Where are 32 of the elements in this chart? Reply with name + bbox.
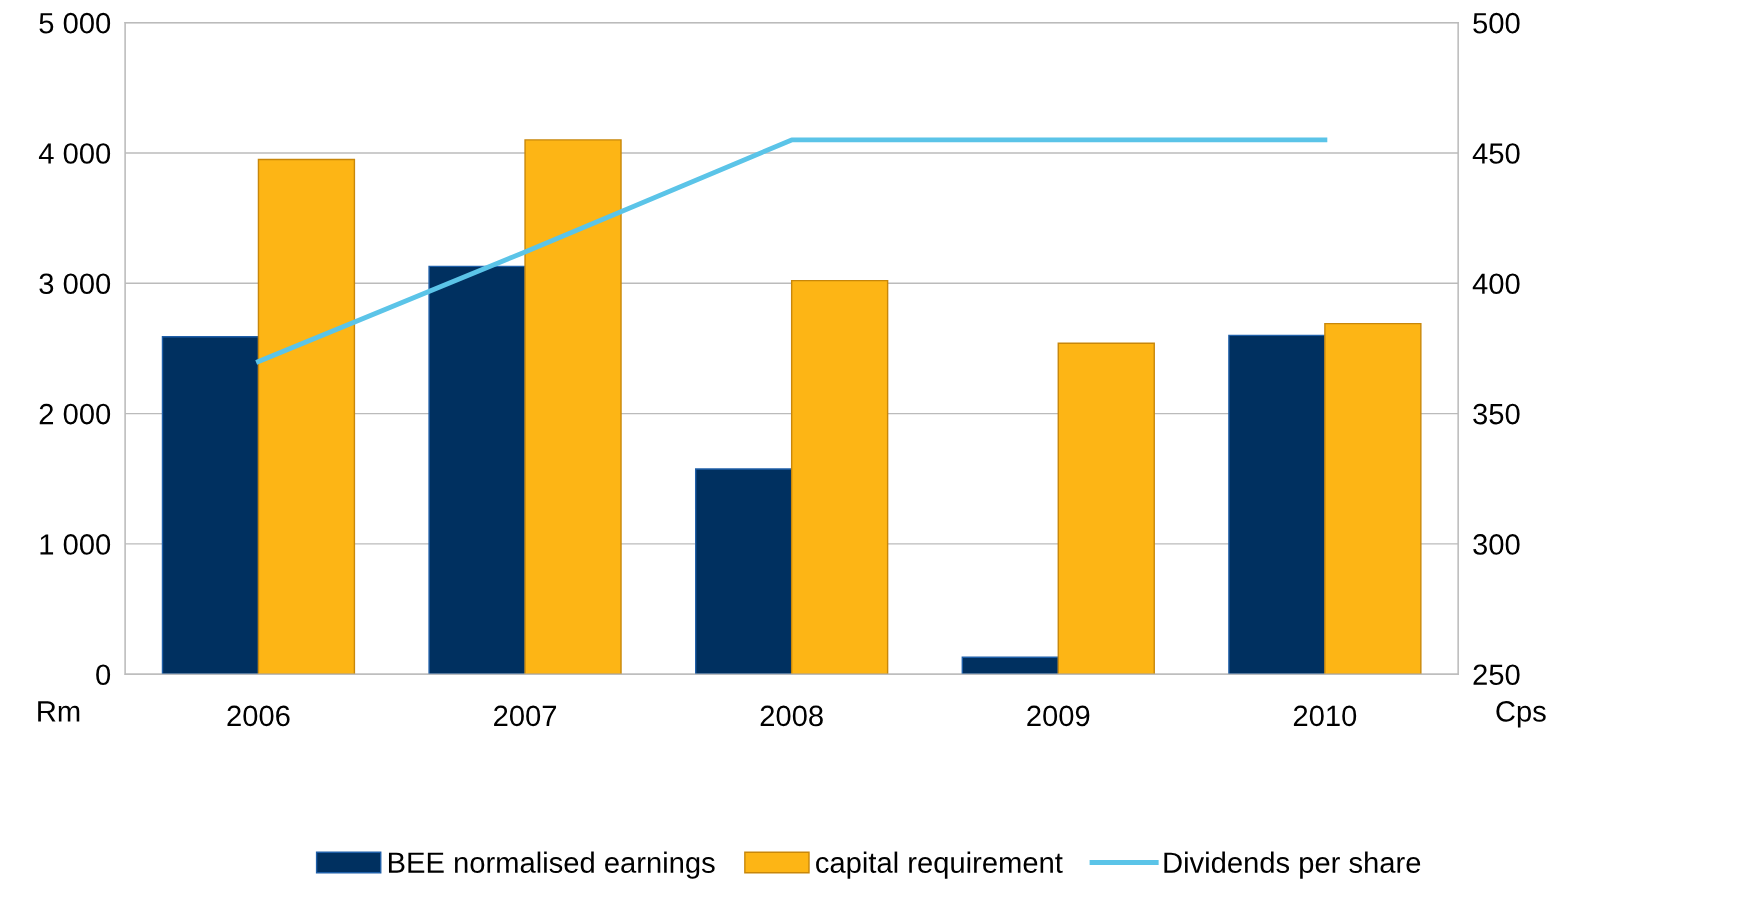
x-tick-label: 2006 (227, 705, 290, 727)
bar (790, 279, 889, 675)
y-tick-label: 2 000 (39, 403, 111, 425)
bar (1324, 322, 1422, 675)
x-tick-label: 2007 (494, 705, 557, 727)
bar (1228, 334, 1326, 675)
x-tick-label: 2010 (1293, 705, 1357, 727)
bar (961, 656, 1059, 675)
y2-tick-label: 450 (1472, 143, 1520, 164)
y-tick-label: 1 000 (40, 534, 111, 555)
y2-tick-label: 500 (1473, 12, 1520, 34)
bar (694, 468, 793, 675)
y2-tick-label: 400 (1472, 273, 1520, 295)
legend-label: BEE normalised earnings (388, 851, 715, 879)
x-tick-label: 2009 (1027, 705, 1090, 727)
y-axis-title: Rm (38, 701, 80, 722)
x-tick-label: 2008 (760, 705, 823, 727)
y2-tick-label: 350 (1473, 403, 1520, 425)
legend-label: capital requirement (816, 851, 1063, 879)
legend-label: Dividends per share (1164, 851, 1421, 879)
bar (257, 158, 356, 675)
bar (428, 265, 526, 675)
y2-tick-label: 300 (1473, 534, 1520, 555)
y-tick-label: 4 000 (38, 143, 111, 164)
y2-axis-title: Cps (1496, 701, 1546, 728)
y-tick-label: 3 000 (39, 273, 111, 295)
bar (524, 139, 622, 675)
y-tick-label: 0 (96, 664, 111, 686)
y2-tick-label: 250 (1473, 664, 1520, 686)
bar (1057, 342, 1155, 675)
bar (161, 336, 260, 675)
y-tick-label: 5 000 (39, 12, 111, 34)
